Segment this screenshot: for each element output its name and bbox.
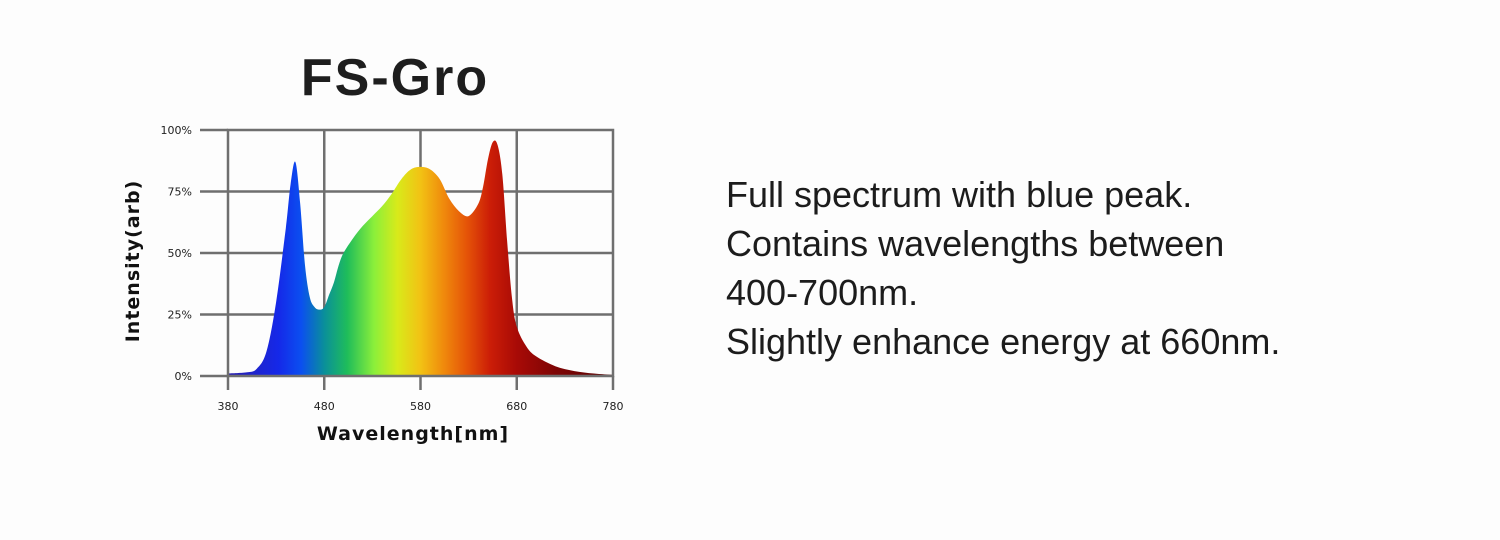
description-line: Full spectrum with blue peak.	[726, 174, 1193, 215]
description-line: Slightly enhance energy at 660nm.	[726, 321, 1281, 362]
x-tick-label: 380	[218, 400, 239, 413]
x-axis-label: Wavelength[nm]	[317, 423, 509, 445]
description-line: Contains wavelengths between	[726, 223, 1225, 264]
y-tick-label: 0%	[175, 370, 192, 383]
x-tick-label: 680	[506, 400, 527, 413]
spectrum-chart: 0% 25% 50% 75% 100% 380 480 580 680 780 Wavelengt…	[122, 124, 624, 445]
description-line: 400-700nm.	[726, 272, 919, 313]
x-tick-label: 480	[314, 400, 335, 413]
y-axis-label: Intensity(arb)	[122, 180, 144, 343]
ticks: 0% 25% 50% 75% 100% 380 480 580 680 780	[161, 124, 624, 413]
spectrum-area	[228, 140, 613, 376]
spectrum-description: Full spectrum with blue peak. Contains wa…	[726, 170, 1280, 366]
x-tick-label: 780	[603, 400, 624, 413]
y-tick-label: 25%	[168, 309, 192, 322]
x-tick-label: 580	[410, 400, 431, 413]
y-tick-label: 75%	[168, 186, 192, 199]
chart-title: FS-Gro	[300, 49, 490, 107]
y-tick-label: 50%	[168, 247, 192, 260]
y-tick-label: 100%	[161, 124, 192, 137]
